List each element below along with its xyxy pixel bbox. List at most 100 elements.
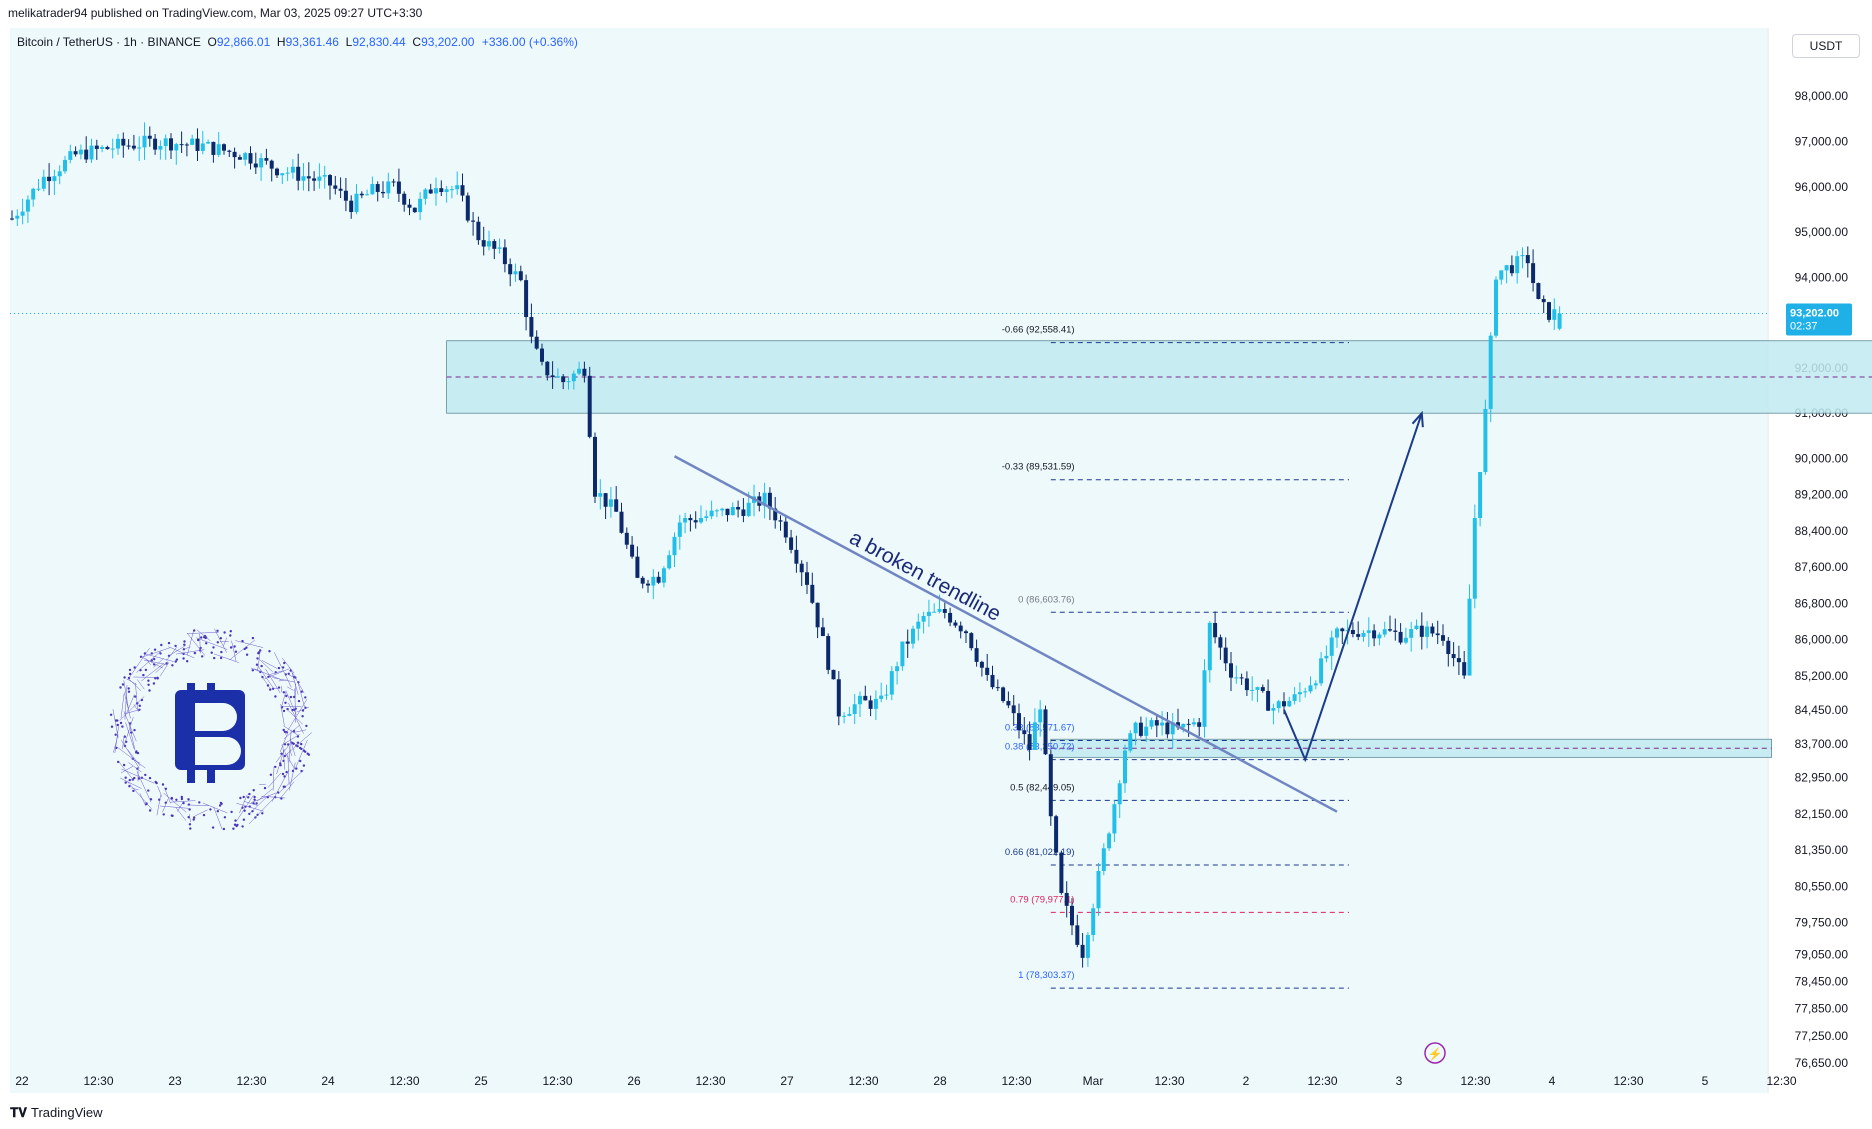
footer-brand[interactable]: 𝐓𝐕 TradingView [10,1105,103,1121]
logo-line [124,685,128,720]
candle-body [905,641,910,644]
logo-dot [300,690,303,693]
candle-body [1048,754,1053,817]
logo-line [131,758,140,764]
x-tick-label: 3 [1396,1074,1403,1088]
logo-dot [269,688,272,691]
candle-body [540,348,544,362]
candle-body [534,336,539,349]
candle-body [100,147,105,149]
logo-dot [220,650,223,654]
logo-dot [233,645,236,648]
candle-body [68,151,73,160]
candle-body [1154,720,1159,726]
candle-body [1557,313,1562,329]
x-tick-label: 12:30 [1001,1074,1031,1088]
candle-body [1340,628,1345,632]
candle-body [1531,263,1536,284]
y-tick-label: 79,050.00 [1795,947,1849,961]
logo-line [271,769,290,802]
logo-dot [133,776,136,780]
logo-line [274,652,292,688]
currency-button[interactable]: USDT [1792,34,1860,58]
logo-line [120,766,134,774]
x-tick-label: 22 [15,1074,29,1088]
candle-body [476,221,481,241]
logo-line [176,800,185,812]
candle-body [1027,734,1032,750]
logo-dot [230,810,233,814]
logo-line [188,814,191,823]
logo-line [248,795,269,815]
candle-body [63,159,67,172]
logo-dot [260,664,263,668]
candle-body [545,361,550,376]
logo-line [280,704,285,726]
logo-line [235,795,254,822]
candle-body [720,508,725,511]
candle-body [630,544,635,557]
symbol-title[interactable]: Bitcoin / TetherUS · 1h · BINANCE [17,35,201,49]
logo-dot [268,650,271,653]
logo-line [135,682,138,710]
y-tick-label: 86,800.00 [1795,596,1849,610]
logo-line [264,668,289,680]
candle-body [349,200,354,213]
x-tick-label: 12:30 [848,1074,878,1088]
logo-dot [233,823,237,826]
candle-body [1107,833,1112,849]
candle-body [306,176,311,179]
candle-body [126,145,131,147]
candle-body [1509,265,1514,274]
candle-body [1250,689,1255,691]
candle-body [714,510,719,512]
candle-body [863,695,868,701]
candle-body [810,584,815,603]
logo-dot [282,691,285,694]
low-value: 92,830.44 [352,35,406,49]
logo-line [124,692,131,719]
logo-dot [242,818,246,821]
candle-body [317,176,322,181]
candle-body [1260,687,1265,691]
logo-dot [255,802,258,805]
logo-dot [121,683,125,686]
logo-line [146,653,174,662]
x-tick-label: 12:30 [236,1074,266,1088]
candle-body [1536,283,1541,299]
candle-body [1038,709,1043,723]
y-tick-label: 82,150.00 [1795,807,1849,821]
candle-body [603,493,608,507]
logo-line [239,794,248,814]
logo-line [287,686,294,691]
logo-line [127,647,150,680]
candle-body [116,138,120,149]
candle-body [1335,628,1339,638]
logo-line [279,781,295,800]
candle-body [985,667,990,675]
candle-body [1287,700,1292,707]
logo-line [250,667,262,673]
candle-body [826,636,831,670]
logo-dot [122,763,126,767]
candle-body [280,173,285,176]
x-tick-label: 2 [1243,1074,1250,1088]
candle-body [15,215,20,219]
logo-line [123,708,142,715]
candle-body [911,628,915,644]
logo-dot [253,795,256,799]
candle-body [1483,408,1488,473]
logo-line [254,668,282,680]
logo-line [222,637,228,647]
candle-body [1515,256,1520,274]
candle-body [598,493,603,497]
logo-dot [245,653,249,656]
logo-line [123,717,134,746]
logo-dot [277,791,280,794]
x-tick-label: 28 [933,1074,947,1088]
logo-line [127,749,141,767]
logo-line [297,682,306,709]
bar-countdown: 02:37 [1790,320,1818,332]
candle-body [264,158,269,161]
